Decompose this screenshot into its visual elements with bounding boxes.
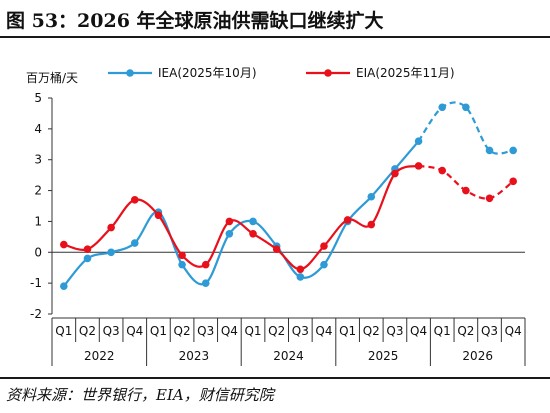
iea-data-point — [296, 273, 305, 281]
eia-data-point — [367, 220, 376, 229]
year-label: 2023 — [179, 349, 210, 363]
eia-series-line-solid — [63, 164, 419, 271]
y-tick-label: 4 — [34, 122, 42, 136]
y-tick-label: -2 — [30, 307, 42, 321]
iea-data-point — [414, 137, 423, 145]
iea-data-point — [320, 260, 328, 269]
x-tick-label: Q2 — [79, 324, 96, 338]
y-tick-label: 2 — [34, 184, 42, 198]
iea-data-point — [201, 279, 210, 287]
iea-data-point — [83, 254, 92, 263]
eia-data-point — [509, 177, 517, 186]
eia-legend-marker — [324, 69, 332, 77]
x-tick-label: Q3 — [292, 324, 309, 338]
eia-data-point — [83, 245, 92, 253]
iea-data-point — [462, 103, 470, 112]
year-label: 2025 — [368, 349, 399, 363]
eia-data-point — [296, 265, 305, 274]
y-tick-label: -1 — [30, 276, 42, 290]
iea-series-line-solid — [62, 140, 420, 287]
x-tick-label: Q3 — [103, 324, 120, 338]
iea-data-point — [367, 192, 376, 201]
eia-data-point — [462, 186, 470, 195]
eia-data-point — [60, 240, 68, 249]
figure-title: 图 53：2026 年全球原油供需缺口继续扩大 — [6, 10, 384, 32]
y-axis-label: 百万桶/天 — [26, 70, 78, 85]
legend: IEA(2025年10月) EIA(2025年11月) — [108, 66, 455, 80]
x-tick-label: Q3 — [197, 324, 214, 338]
eia-data-point — [130, 196, 139, 204]
line-chart: 百万桶/天 IEA(2025年10月) EIA(2025年11月) -2 -1 0 1 2… — [26, 66, 526, 366]
year-label: 2024 — [273, 349, 304, 363]
eia-data-point — [178, 251, 186, 260]
eia-data-point — [154, 211, 163, 220]
eia-data-point — [414, 162, 423, 170]
source-note: 资料来源：世界银行，EIA，财信研究院 — [6, 386, 274, 404]
eia-data-point — [485, 194, 494, 203]
eia-data-point — [107, 223, 115, 232]
x-tick-label: Q1 — [244, 324, 261, 338]
eia-data-point — [272, 245, 281, 253]
x-tick-label: Q2 — [457, 324, 474, 338]
x-tick-label: Q1 — [339, 324, 356, 338]
iea-data-point — [225, 229, 234, 238]
iea-data-point — [130, 239, 139, 247]
y-tick-label: 5 — [34, 91, 42, 105]
iea-data-point — [107, 248, 115, 257]
axes: -2 -1 0 1 2 3 4 5 Q1 Q2 Q3 Q4 Q1 Q2 Q3 Q4 Q1 Q2 Q3 Q4 Q1 Q2 Q3… — [30, 91, 526, 366]
x-tick-label: Q3 — [386, 324, 403, 338]
iea-series-line-forecast — [417, 101, 514, 155]
eia-data-point — [320, 242, 328, 250]
eia-data-point — [225, 217, 234, 226]
x-tick-label: Q4 — [221, 324, 238, 338]
iea-legend-marker — [126, 69, 134, 77]
year-label: 2026 — [462, 349, 493, 363]
eia-data-point — [438, 166, 447, 175]
iea-data-point — [178, 260, 186, 269]
x-tick-label: Q4 — [126, 324, 143, 338]
eia-data-point — [391, 169, 399, 178]
x-tick-label: Q4 — [315, 324, 332, 338]
x-tick-label: Q1 — [434, 324, 451, 338]
x-tick-label: Q1 — [150, 324, 167, 338]
x-tick-label: Q1 — [55, 324, 72, 338]
y-tick-label: 1 — [34, 214, 42, 228]
x-tick-label: Q2 — [174, 324, 191, 338]
x-tick-label: Q2 — [363, 324, 380, 338]
iea-data-point — [485, 146, 494, 155]
iea-data-point — [509, 146, 517, 155]
footer-divider — [0, 377, 550, 379]
eia-legend-label: EIA(2025年11月) — [356, 66, 455, 80]
year-label: 2022 — [84, 349, 115, 363]
y-tick-label: 3 — [34, 153, 42, 167]
x-tick-label: Q4 — [505, 324, 522, 338]
iea-data-point — [249, 217, 257, 226]
eia-data-point — [249, 229, 257, 238]
eia-data-point — [201, 260, 210, 269]
x-tick-label: Q2 — [268, 324, 285, 338]
series-layer — [60, 101, 517, 291]
eia-data-point — [343, 216, 352, 224]
x-tick-label: Q3 — [481, 324, 498, 338]
iea-legend-label: IEA(2025年10月) — [158, 66, 257, 80]
iea-data-point — [60, 282, 68, 291]
y-tick-label: 0 — [34, 245, 42, 259]
title-bar: 图 53：2026 年全球原油供需缺口继续扩大 — [0, 0, 550, 38]
x-tick-label: Q4 — [410, 324, 427, 338]
iea-data-point — [438, 103, 447, 112]
